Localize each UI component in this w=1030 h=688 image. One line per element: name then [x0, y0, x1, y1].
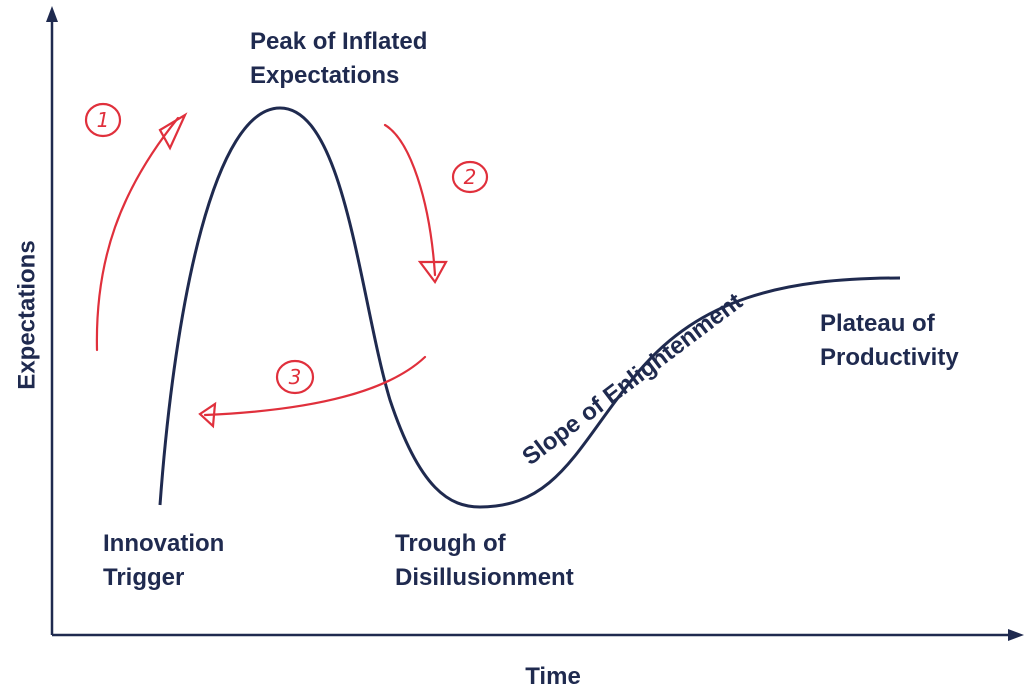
axes: [46, 6, 1024, 641]
phase-label: Trough of: [395, 530, 507, 557]
phase-label: Productivity: [820, 344, 959, 371]
annotation-circle: [275, 359, 315, 395]
annotation-arrow: [95, 116, 180, 352]
y-axis-arrow: [46, 6, 58, 22]
arrow-head: [417, 260, 448, 285]
y-axis-label: Expectations: [13, 240, 40, 389]
annotation-circle: [84, 102, 122, 138]
annotation-arrow: [203, 355, 427, 417]
phase-label: Innovation: [103, 530, 224, 557]
phase-label: Disillusionment: [395, 564, 574, 591]
phase-label: Slope of Enlightenment: [517, 288, 747, 471]
phase-label: Plateau of: [820, 310, 936, 337]
phase-label: Trigger: [103, 564, 184, 591]
hype-curve: [158, 106, 901, 509]
annotation-number: 1: [97, 108, 110, 132]
x-axis-label: Time: [525, 663, 581, 688]
arrow-head: [158, 112, 188, 151]
annotation-number: 3: [289, 365, 302, 389]
arrow-head: [198, 401, 217, 429]
annotation-circle: [451, 160, 489, 194]
annotation-number: 2: [464, 165, 477, 189]
annotation-arrow: [383, 123, 437, 277]
phase-label: Peak of Inflated: [250, 28, 427, 55]
x-axis-arrow: [1008, 629, 1024, 641]
phase-label: Expectations: [250, 62, 399, 89]
annotations: 1 2 3: [84, 102, 489, 429]
